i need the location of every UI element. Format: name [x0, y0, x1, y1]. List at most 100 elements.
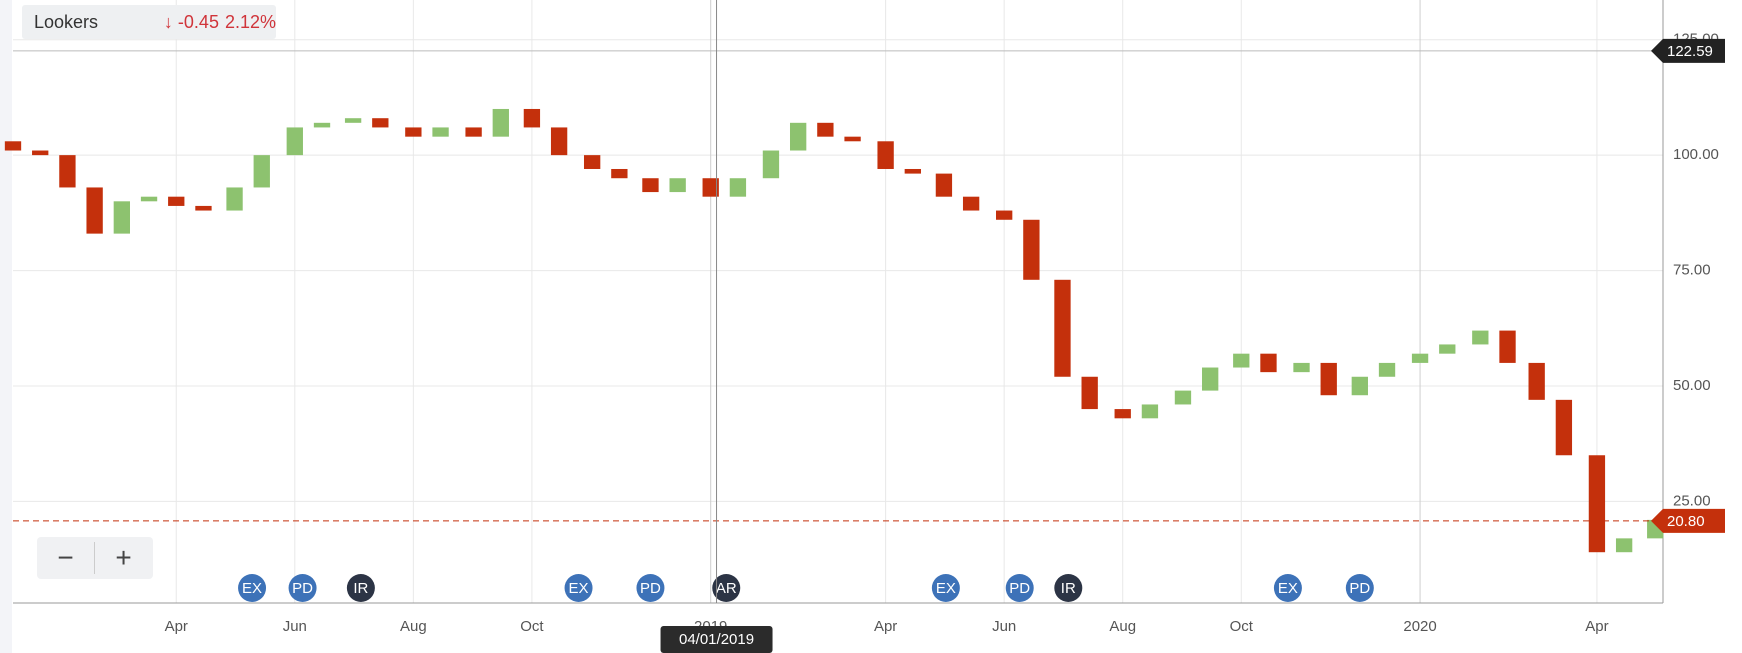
candle	[962, 196, 980, 211]
candle	[32, 150, 49, 156]
crosshair-label-bg	[660, 626, 773, 653]
candle	[140, 196, 158, 202]
last-badge: 20.80	[1667, 513, 1705, 530]
change: -0.45	[177, 11, 219, 32]
change-pct: 2.12%	[224, 11, 276, 32]
candle	[168, 196, 185, 206]
candle	[86, 187, 103, 234]
candle	[550, 127, 568, 156]
candle	[1439, 344, 1456, 354]
zoom-in[interactable]: +	[115, 542, 132, 573]
candle	[1378, 362, 1396, 377]
legend-box: Lookers ↓ -0.45 2.12%	[22, 5, 276, 39]
event-marker	[1345, 574, 1374, 602]
candle	[1588, 455, 1606, 553]
candle	[844, 136, 861, 142]
event-label: EX	[569, 580, 589, 597]
high-badge-bg	[1651, 38, 1725, 63]
crosshair-label: 04/01/2019	[679, 631, 754, 648]
y-tick-label: 50.00	[1673, 377, 1711, 394]
x-tick-label: Aug	[400, 618, 427, 635]
candle	[113, 201, 130, 234]
event-marker	[931, 574, 960, 602]
candle	[1023, 219, 1040, 280]
candle	[1528, 362, 1545, 400]
candle	[59, 155, 76, 188]
down-arrow: ↓	[163, 11, 178, 32]
candle	[405, 127, 422, 137]
zoom-out[interactable]: −	[37, 542, 95, 574]
candle	[313, 122, 331, 128]
event-label: IR	[1061, 580, 1076, 597]
candle	[1555, 399, 1573, 456]
event-label: PD	[1009, 580, 1030, 597]
candle	[1320, 362, 1337, 396]
candle	[762, 150, 780, 179]
event-label: EX	[242, 580, 262, 597]
candle	[729, 178, 747, 197]
event-marker	[1054, 574, 1083, 602]
event-marker	[636, 574, 665, 602]
plot-bg	[0, 0, 12, 653]
x-tick-label: Aug	[1109, 618, 1136, 635]
candle	[523, 108, 541, 128]
event-marker	[1005, 574, 1034, 602]
candle	[904, 168, 921, 174]
candle	[432, 127, 449, 137]
x-tick-label: Apr	[1585, 618, 1608, 635]
event-label: PD	[1349, 580, 1370, 597]
candle	[642, 178, 659, 193]
x-tick-label: Oct	[1230, 618, 1254, 635]
candle	[1293, 362, 1310, 373]
candle	[344, 118, 362, 123]
x-tick-label: Jun	[992, 618, 1016, 635]
x-tick-label: 2020	[1403, 618, 1436, 635]
zoom-control: − +	[37, 537, 153, 579]
event-marker	[238, 574, 267, 602]
y-tick-label: 100.00	[1673, 146, 1719, 163]
candle	[1141, 404, 1159, 419]
ticker-name: Lookers	[34, 11, 99, 32]
candle	[1114, 409, 1131, 419]
x-tick-label: Apr	[165, 618, 188, 635]
candle	[1615, 538, 1633, 553]
x-tick-label: Oct	[520, 618, 544, 635]
candle	[226, 187, 243, 211]
candle	[996, 210, 1013, 220]
candle	[1202, 367, 1219, 391]
x-tick-label: Apr	[874, 618, 897, 635]
event-label: EX	[1278, 580, 1298, 597]
candle	[1499, 330, 1516, 363]
y-tick-label: 25.00	[1673, 492, 1711, 509]
event-label: IR	[353, 580, 368, 597]
candle	[1233, 353, 1250, 368]
high-badge: 122.59	[1667, 43, 1713, 60]
event-marker	[288, 574, 317, 602]
last-badge-bg	[1651, 508, 1725, 533]
event-marker	[712, 574, 741, 602]
candle	[1472, 330, 1489, 345]
event-label: EX	[936, 580, 956, 597]
candle	[195, 205, 212, 211]
candle	[1174, 390, 1192, 405]
y-tick-label: 75.00	[1673, 262, 1711, 279]
candle	[1260, 353, 1277, 373]
event-marker	[564, 574, 593, 602]
candle	[583, 155, 601, 169]
event-marker	[1273, 574, 1302, 602]
candle	[1411, 353, 1429, 363]
candle	[1081, 376, 1098, 410]
event-label: PD	[292, 580, 313, 597]
candle	[492, 108, 509, 137]
event-label: AR	[716, 580, 737, 597]
candle	[877, 141, 894, 169]
candle	[669, 178, 686, 193]
candle	[789, 122, 807, 151]
candle	[253, 155, 270, 188]
candle	[935, 173, 953, 197]
candle	[817, 122, 834, 137]
x-tick-label: Jun	[283, 618, 307, 635]
candle	[465, 127, 482, 137]
